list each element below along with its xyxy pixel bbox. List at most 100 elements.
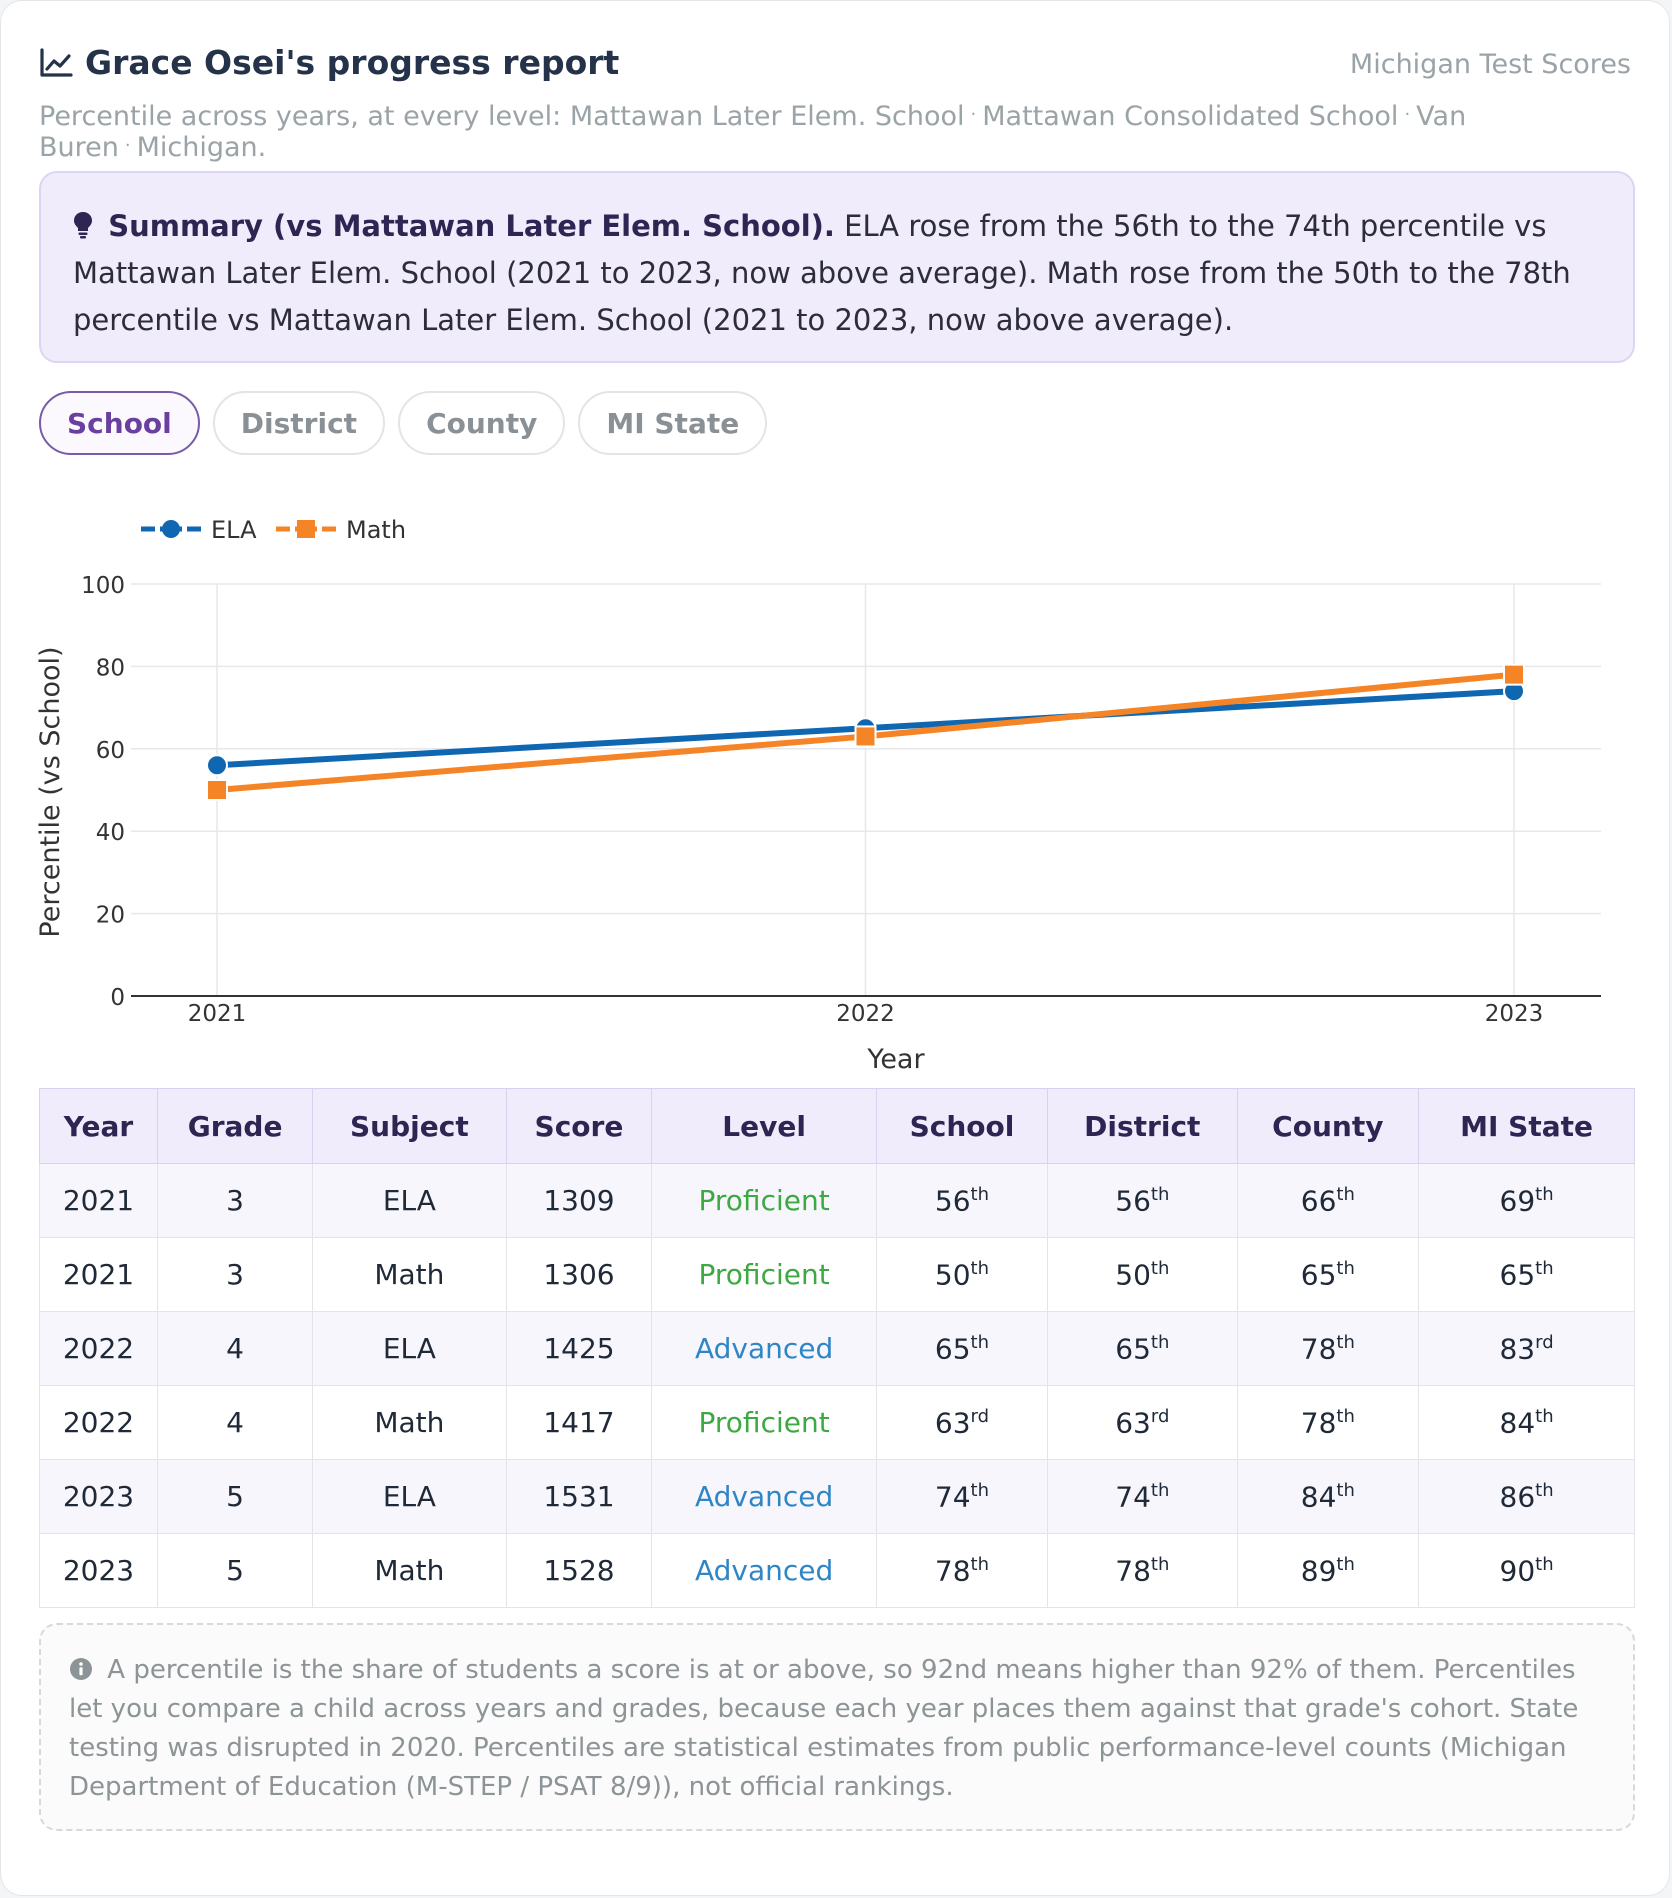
grade-cell: 3 <box>156 1237 314 1312</box>
tab-school[interactable]: School <box>39 391 200 455</box>
y-tick-label: 40 <box>96 820 125 846</box>
percentile-suffix: th <box>1336 1331 1355 1353</box>
score-cell: 1425 <box>505 1311 653 1386</box>
percentile-value: 90 <box>1499 1554 1536 1588</box>
table-row: 2021 3 ELA 1309 Proficient 56th 56th 66th 69th <box>39 1163 1635 1238</box>
percentile-value: 66 <box>1300 1184 1337 1218</box>
info-note-text: A percentile is the share of students a … <box>69 1655 1579 1802</box>
percentile-suffix: th <box>970 1479 990 1501</box>
legend-marker-math <box>297 520 315 538</box>
scores-table-wrap: Year Grade Subject Score Level School District… <box>39 1088 1635 1608</box>
percentile-suffix: rd <box>1150 1405 1170 1427</box>
subject-cell: Math <box>312 1385 507 1460</box>
score-cell: 1531 <box>505 1459 653 1534</box>
column-header-subject: Subject <box>312 1088 507 1164</box>
percentile-suffix: th <box>1150 1331 1170 1353</box>
line-chart-icon <box>39 47 73 78</box>
percentile-value: 50 <box>934 1258 971 1292</box>
percentile-suffix: th <box>1336 1479 1355 1501</box>
y-tick-label: 60 <box>96 738 125 764</box>
percentile-value: 65 <box>934 1332 971 1366</box>
legend-label-ela: ELA <box>211 516 257 544</box>
subject-cell: Math <box>312 1533 507 1608</box>
percentile-value: 83 <box>1499 1332 1536 1366</box>
percentile-value: 74 <box>1115 1480 1151 1514</box>
table-body: 2021 3 ELA 1309 Proficient 56th 56th 66th 69th 20… <box>39 1163 1635 1608</box>
level-cell: Proficient <box>651 1385 877 1460</box>
percentile-cell: 63rd <box>1047 1385 1238 1460</box>
column-header-score: Score <box>505 1088 653 1164</box>
percentile-cell: 56th <box>1047 1163 1238 1238</box>
report-subtitle: Percentile across years, at every level:… <box>39 101 1467 163</box>
percentile-cell: 50th <box>875 1237 1049 1312</box>
column-header-grade: Grade <box>156 1088 314 1164</box>
percentile-suffix: th <box>970 1553 990 1575</box>
column-header-mi-state: MI State <box>1418 1088 1635 1164</box>
y-axis-title: Percentile (vs School) <box>35 646 66 937</box>
percentile-suffix: th <box>1535 1479 1554 1501</box>
tab-mi-state[interactable]: MI State <box>578 391 768 455</box>
column-header-year: Year <box>39 1088 158 1164</box>
level-cell: Advanced <box>651 1459 877 1534</box>
percentile-suffix: th <box>1336 1553 1355 1575</box>
x-tick-label: 2022 <box>836 1001 895 1027</box>
level-cell: Proficient <box>651 1163 877 1238</box>
column-header-level: Level <box>651 1088 877 1164</box>
percentile-cell: 84th <box>1236 1459 1420 1534</box>
percentile-cell: 89th <box>1236 1533 1420 1608</box>
percentile-suffix: th <box>1150 1479 1170 1501</box>
percentile-cell: 65th <box>1047 1311 1238 1386</box>
y-tick-label: 80 <box>96 655 125 681</box>
level-tabs: School District County MI State <box>39 391 768 455</box>
x-tick-label: 2021 <box>188 1001 247 1027</box>
percentile-cell: 78th <box>875 1533 1049 1608</box>
percentile-value: 63 <box>1115 1406 1151 1440</box>
subtitle-prefix: Percentile across years, at every level: <box>39 101 562 132</box>
percentile-value: 50 <box>1115 1258 1151 1292</box>
percentile-cell: 90th <box>1418 1533 1635 1608</box>
percentile-value: 56 <box>934 1184 971 1218</box>
score-cell: 1417 <box>505 1385 653 1460</box>
level-cell: Advanced <box>651 1533 877 1608</box>
legend-marker-ela <box>162 520 180 538</box>
percentile-value: 65 <box>1115 1332 1151 1366</box>
table-row: 2023 5 ELA 1531 Advanced 74th 74th 84th 86th <box>39 1459 1635 1534</box>
data-point-math <box>1503 663 1525 686</box>
table-row: 2021 3 Math 1306 Proficient 50th 50th 65th 65th <box>39 1237 1635 1312</box>
table-row: 2022 4 Math 1417 Proficient 63rd 63rd 78th 84th <box>39 1385 1635 1460</box>
percentile-value: 78 <box>1115 1554 1151 1588</box>
percentile-suffix: th <box>970 1183 990 1205</box>
level-county: Van Buren <box>39 101 1467 163</box>
tab-county[interactable]: County <box>398 391 566 455</box>
summary-box: Summary (vs Mattawan Later Elem. School)… <box>39 171 1635 363</box>
percentile-value: 84 <box>1300 1480 1337 1514</box>
percentile-cell: 50th <box>1047 1237 1238 1312</box>
percentile-cell: 65th <box>1418 1237 1635 1312</box>
level-cell: Proficient <box>651 1237 877 1312</box>
percentile-suffix: th <box>1336 1183 1355 1205</box>
info-icon <box>69 1655 107 1685</box>
percentile-cell: 65th <box>875 1311 1049 1386</box>
grade-cell: 5 <box>156 1459 314 1534</box>
percentile-cell: 84th <box>1418 1385 1635 1460</box>
column-header-county: County <box>1236 1088 1420 1164</box>
year-cell: 2021 <box>39 1237 158 1312</box>
subject-cell: Math <box>312 1237 507 1312</box>
percentile-value: 69 <box>1499 1184 1536 1218</box>
percentile-value: 65 <box>1300 1258 1337 1292</box>
percentile-value: 89 <box>1300 1554 1337 1588</box>
score-cell: 1528 <box>505 1533 653 1608</box>
percentile-value: 78 <box>934 1554 971 1588</box>
percentile-cell: 83rd <box>1418 1311 1635 1386</box>
percentile-value: 78 <box>1300 1332 1337 1366</box>
percentile-suffix: rd <box>1535 1331 1554 1353</box>
percentile-cell: 65th <box>1236 1237 1420 1312</box>
percentile-cell: 63rd <box>875 1385 1049 1460</box>
y-tick-label: 0 <box>110 985 125 1011</box>
percentile-value: 63 <box>934 1406 971 1440</box>
percentile-cell: 69th <box>1418 1163 1635 1238</box>
tab-district[interactable]: District <box>212 391 386 455</box>
column-header-school: School <box>875 1088 1049 1164</box>
percentile-suffix: th <box>1150 1183 1170 1205</box>
